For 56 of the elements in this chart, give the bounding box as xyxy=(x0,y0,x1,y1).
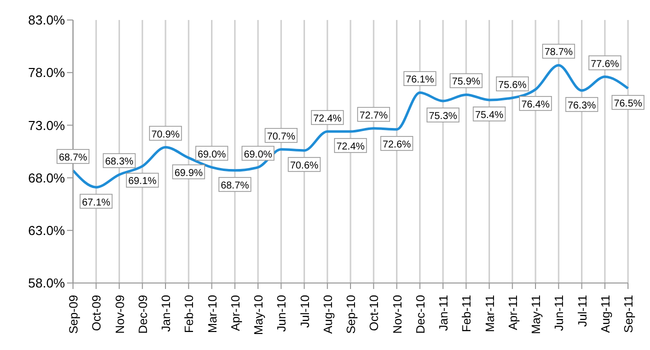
x-tick-label: Dec-10 xyxy=(413,294,428,334)
x-tick-label: May-10 xyxy=(252,294,266,336)
x-tick-label: Sep-09 xyxy=(66,294,81,334)
text: 76.3% xyxy=(568,100,596,112)
x-tick-label: Jan-10 xyxy=(159,294,174,332)
x-tick-label: Oct-10 xyxy=(367,294,382,332)
y-tick-label: 83.0% xyxy=(28,12,66,28)
text: 68.7% xyxy=(58,152,88,164)
text: 67.1% xyxy=(82,197,110,208)
x-tick-label: Feb-11 xyxy=(460,294,474,332)
text: 68.3% xyxy=(105,156,134,168)
text: 75.9% xyxy=(452,76,480,88)
y-tick-label: 63.0% xyxy=(28,223,66,238)
x-tick-label: Jul-10 xyxy=(298,294,312,328)
text: 70.7% xyxy=(266,131,296,142)
x-tick-label: Aug-11 xyxy=(598,294,612,333)
text: 76.5% xyxy=(614,98,642,110)
x-tick-label: Dec-09 xyxy=(136,294,150,334)
text: 77.6% xyxy=(590,58,620,70)
x-tick-label: Sep-10 xyxy=(344,294,358,334)
x-tick-label: Mar-10 xyxy=(205,294,220,334)
text: 72.7% xyxy=(359,110,388,122)
text: 76.4% xyxy=(521,99,550,110)
y-tick-label: 58.0% xyxy=(28,276,66,291)
text: 75.4% xyxy=(475,110,504,121)
text: 70.9% xyxy=(151,129,180,140)
x-tick-label: Apr-10 xyxy=(228,294,242,332)
x-tick-label: Aug-10 xyxy=(320,294,335,334)
x-tick-label: Jan-11 xyxy=(436,294,451,331)
x-tick-label: Nov-09 xyxy=(112,294,127,334)
text: 69.9% xyxy=(174,168,203,179)
text: 69.0% xyxy=(244,149,272,160)
y-tick-label: 73.0% xyxy=(28,118,66,133)
text: 75.3% xyxy=(428,111,458,122)
y-tick-label: 78.0% xyxy=(28,65,66,80)
x-tick-label: Feb-10 xyxy=(182,294,196,334)
text: 69.0% xyxy=(198,149,226,160)
text: 72.4% xyxy=(336,142,365,153)
text: 68.7% xyxy=(220,180,250,192)
text: 72.4% xyxy=(313,114,342,125)
text: 72.6% xyxy=(382,139,411,150)
x-tick-label: Nov-10 xyxy=(390,294,404,334)
text: 70.6% xyxy=(290,160,318,172)
x-tick-label: Jun-11 xyxy=(552,294,566,331)
text: 69.1% xyxy=(128,176,157,188)
x-tick-label: Oct-09 xyxy=(90,294,104,332)
text: 76.1% xyxy=(406,74,434,86)
x-tick-label: Mar-11 xyxy=(482,294,497,332)
text: 78.7% xyxy=(544,47,573,58)
x-tick-label: Apr-11 xyxy=(506,294,520,330)
y-tick-label: 68.0% xyxy=(28,170,66,186)
x-tick-label: Jun-10 xyxy=(274,294,289,332)
x-tick-label: Jul-11 xyxy=(575,294,590,327)
text: 75.6% xyxy=(498,80,527,91)
x-tick-label: Sep-11 xyxy=(622,294,636,333)
x-tick-label: May-11 xyxy=(529,294,544,334)
